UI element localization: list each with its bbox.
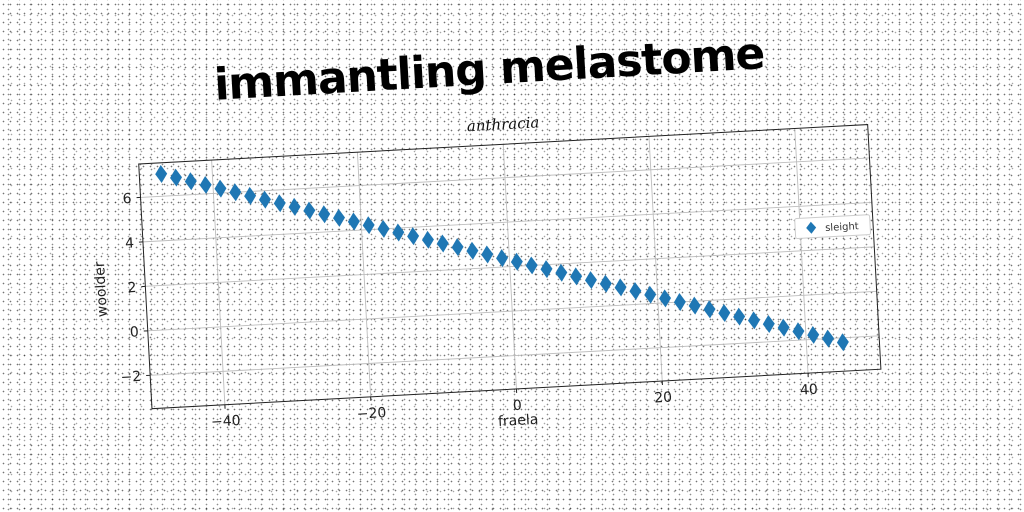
data-point — [229, 183, 242, 202]
data-point — [673, 293, 686, 312]
data-point — [347, 212, 360, 231]
y-gridline — [140, 157, 870, 198]
y-gridline — [150, 335, 880, 376]
y-axis-label: woolder — [92, 261, 111, 318]
data-point — [481, 245, 494, 264]
y-tick-label: −2 — [120, 369, 141, 386]
y-tick-label: 0 — [129, 324, 139, 340]
data-point — [288, 197, 301, 216]
legend-label: sleight — [825, 221, 859, 234]
data-point — [540, 260, 553, 279]
y-tick-label: 6 — [122, 191, 132, 207]
data-point — [318, 205, 331, 224]
x-axis-label: fraela — [498, 412, 539, 430]
data-point — [303, 201, 316, 220]
x-tick-label: −20 — [356, 405, 386, 423]
data-point — [807, 325, 820, 344]
x-tick-label: 0 — [512, 398, 522, 414]
x-tick-label: 40 — [800, 382, 819, 399]
data-point — [466, 241, 479, 260]
legend: sleight — [794, 214, 872, 240]
data-point — [170, 168, 183, 187]
data-point — [629, 282, 642, 301]
data-point — [822, 329, 835, 348]
data-point — [436, 234, 449, 253]
data-point — [584, 271, 597, 290]
data-point — [155, 164, 168, 183]
data-point — [703, 300, 716, 319]
data-point — [392, 223, 405, 242]
data-point — [733, 307, 746, 326]
data-point — [525, 256, 538, 275]
data-point — [184, 172, 197, 191]
chart-title: anthracia — [466, 113, 539, 135]
data-point — [199, 175, 212, 194]
data-point — [377, 219, 390, 238]
data-point — [659, 289, 672, 308]
y-tick-label: 4 — [125, 235, 135, 251]
grid — [140, 128, 880, 405]
y-gridline — [147, 290, 877, 332]
legend-box — [794, 214, 872, 240]
data-point — [792, 322, 805, 341]
data-point — [362, 216, 375, 235]
data-point — [496, 249, 509, 268]
y-gridline — [142, 201, 872, 243]
legend-marker-diamond — [806, 221, 817, 234]
data-point — [747, 311, 760, 330]
y-gridline — [145, 246, 875, 287]
data-point — [777, 318, 790, 337]
data-point — [273, 194, 286, 213]
data-point — [614, 278, 627, 297]
data-point — [836, 333, 849, 352]
data-point — [451, 238, 464, 257]
data-point — [599, 274, 612, 293]
data-point — [555, 263, 568, 282]
y-tick-label: 2 — [127, 280, 137, 296]
data-point — [510, 252, 523, 271]
data-point — [214, 179, 227, 198]
data-point — [718, 304, 731, 322]
data-point — [688, 296, 701, 315]
data-point — [644, 285, 657, 304]
data-point — [244, 186, 257, 205]
x-tick-label: −40 — [211, 413, 241, 431]
main-title: immantling melastome — [213, 28, 766, 111]
scatter-points — [155, 164, 849, 352]
data-point — [570, 267, 583, 286]
data-point — [333, 208, 346, 227]
data-point — [258, 190, 271, 209]
data-point — [407, 227, 420, 246]
data-point — [421, 230, 434, 249]
x-tick-label: 20 — [654, 390, 673, 407]
data-point — [762, 314, 775, 333]
